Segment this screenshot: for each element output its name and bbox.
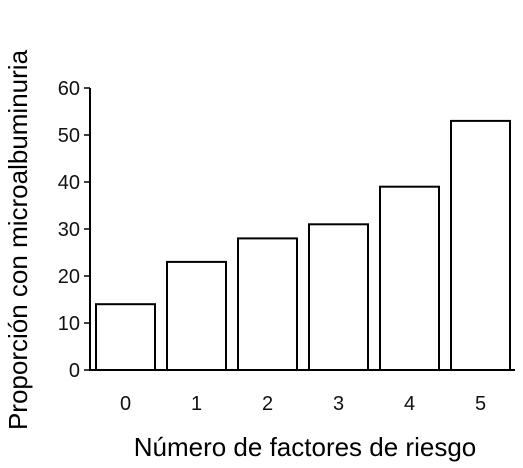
y-tick-label-3: 30 [58,219,80,241]
bar-4 [379,185,440,371]
bar-0 [95,303,156,372]
y-tick-label-4: 40 [58,172,80,194]
y-tick-label-0: 0 [69,360,80,382]
bars [95,119,511,372]
x-tick-label-2: 2 [262,393,273,415]
bar-2 [237,237,298,371]
x-axis-ticks: 0 1 2 3 4 5 [120,393,486,415]
x-axis-title: Número de factores de riesgo [134,432,477,462]
bar-1 [166,260,227,371]
y-tick-label-6: 60 [58,78,80,100]
y-axis-title: Proporción con microalbuminuria [3,49,33,430]
y-tick-label-1: 10 [58,313,80,335]
x-tick-label-4: 4 [404,393,415,415]
x-tick-label-0: 0 [120,393,131,415]
x-tick-label-3: 3 [333,393,344,415]
x-tick-label-1: 1 [191,393,202,415]
bar-5 [450,119,511,372]
y-axis-ticks: 0 10 20 30 40 50 60 [58,78,90,382]
bar-3 [308,223,369,371]
x-tick-label-5: 5 [475,393,486,415]
y-tick-label-2: 20 [58,266,80,288]
y-tick-label-5: 50 [58,125,80,147]
